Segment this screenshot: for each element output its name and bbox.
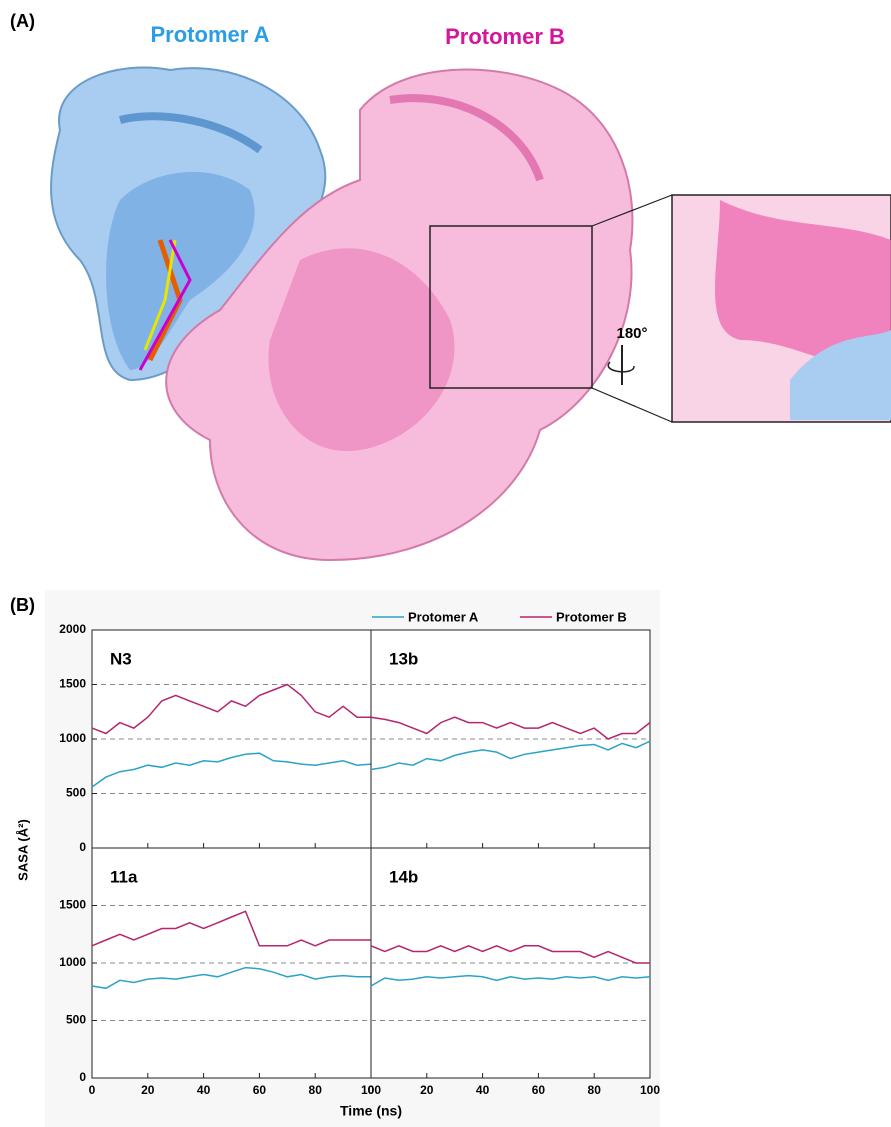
rotate-arrow bbox=[607, 361, 635, 373]
inset-surface bbox=[790, 330, 891, 420]
zoom-line bbox=[591, 194, 673, 227]
x-tick-label: 60 bbox=[532, 1083, 546, 1097]
legend-label: Protomer B bbox=[556, 609, 627, 624]
protein-render bbox=[50, 66, 891, 562]
panel-label: (B) bbox=[10, 595, 35, 615]
legend-label: Protomer A bbox=[408, 609, 479, 624]
x-axis-label: Time (ns) bbox=[340, 1103, 402, 1119]
x-tick-label: 100 bbox=[361, 1083, 381, 1097]
zoom-box bbox=[429, 225, 593, 389]
x-tick-label: 20 bbox=[141, 1083, 155, 1097]
series-line bbox=[370, 716, 651, 740]
x-tick-label: 40 bbox=[476, 1083, 490, 1097]
x-tick-label: 60 bbox=[253, 1083, 267, 1097]
x-tick-label: 20 bbox=[420, 1083, 434, 1097]
series-line bbox=[91, 966, 371, 990]
y-tick-label: 500 bbox=[66, 1013, 86, 1027]
series-line bbox=[370, 944, 650, 964]
y-tick-label: 0 bbox=[79, 1070, 86, 1084]
ligand bbox=[138, 239, 192, 371]
ligand bbox=[143, 239, 177, 351]
x-tick-label: 80 bbox=[309, 1083, 323, 1097]
series-line bbox=[370, 974, 651, 987]
panel-title: 13b bbox=[389, 649, 418, 668]
pocket bbox=[106, 171, 255, 370]
y-tick-label: 1000 bbox=[59, 731, 86, 745]
y-tick-label: 1000 bbox=[59, 955, 86, 969]
x-tick-label: 0 bbox=[89, 1083, 96, 1097]
panel-title: N3 bbox=[110, 649, 132, 668]
protomer-a-label: Protomer A bbox=[151, 22, 270, 47]
rotation-label: 180° bbox=[616, 325, 647, 342]
y-tick-label: 1500 bbox=[59, 677, 86, 691]
y-tick-label: 2000 bbox=[59, 622, 86, 636]
y-tick-label: 500 bbox=[66, 786, 86, 800]
panel-title: 14b bbox=[389, 867, 418, 886]
zoom-line bbox=[591, 387, 673, 423]
panel-title: 11a bbox=[110, 867, 138, 886]
strand bbox=[119, 112, 263, 154]
y-tick-label: 0 bbox=[79, 840, 86, 854]
x-tick-label: 80 bbox=[588, 1083, 602, 1097]
series-line bbox=[91, 910, 371, 947]
series-line bbox=[91, 752, 372, 788]
x-tick-label: 0 bbox=[368, 1083, 375, 1097]
y-tick-label: 1500 bbox=[59, 898, 86, 912]
series-line bbox=[370, 740, 651, 771]
strand bbox=[389, 94, 544, 182]
protomer-b-label: Protomer B bbox=[445, 24, 565, 49]
series-line bbox=[91, 683, 371, 735]
x-tick-label: 100 bbox=[640, 1083, 660, 1097]
y-axis-label: SASA (Å²) bbox=[15, 819, 30, 881]
inset-surface bbox=[715, 200, 891, 366]
helix-region bbox=[268, 248, 455, 452]
panel-label: (A) bbox=[10, 11, 35, 31]
x-tick-label: 40 bbox=[197, 1083, 211, 1097]
